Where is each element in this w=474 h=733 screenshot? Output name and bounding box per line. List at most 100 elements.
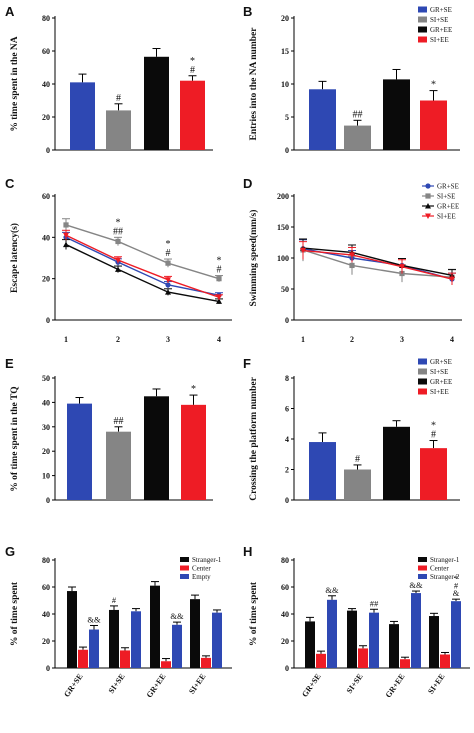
panel-h-y-tick-label: 0 bbox=[285, 664, 289, 673]
panel-h-bar-stranger-1 bbox=[429, 616, 439, 668]
panel-h-y-tick-label: 40 bbox=[281, 610, 289, 619]
panel-c-data-point bbox=[216, 294, 222, 301]
panel-c-data-point bbox=[115, 238, 121, 245]
panel-b-legend-swatch bbox=[418, 36, 427, 43]
panel-b-significance-mark: * bbox=[431, 80, 436, 91]
panel-d-legend-marker bbox=[425, 213, 431, 219]
panel-c-series-line-si-ee bbox=[65, 234, 220, 298]
panel-c-significance-mark: * bbox=[166, 239, 171, 250]
panel-c-data-point bbox=[216, 298, 222, 304]
panel-g-y-tick-label: 60 bbox=[42, 583, 50, 592]
panel-f-significance-mark: # bbox=[431, 430, 436, 441]
panel-f-bar-si-ee bbox=[420, 448, 447, 500]
panel-f-y-tick-label: 0 bbox=[285, 496, 289, 505]
panel-g-x-tick-label: GR+SE bbox=[62, 672, 84, 699]
panel-f-y-tick-label: 2 bbox=[285, 466, 289, 475]
panel-c-data-point bbox=[63, 241, 69, 248]
panel-h-y-axis-label: % of time spent bbox=[249, 581, 259, 646]
panel-b-legend-label: GR+SE bbox=[430, 6, 452, 14]
panel-b-bar-gr-se bbox=[309, 89, 336, 150]
panel-b-bar-gr-ee bbox=[383, 79, 410, 150]
panel-g-y-tick-label: 40 bbox=[42, 610, 50, 619]
panel-b-y-tick-label: 15 bbox=[281, 47, 289, 56]
panel-f-significance-mark: * bbox=[431, 421, 436, 432]
panel-e-y-tick-label: 30 bbox=[42, 423, 50, 432]
panel-e-significance-mark: ## bbox=[114, 416, 124, 427]
panel-c-data-point bbox=[63, 222, 69, 228]
panel-c-x-tick-label: 1 bbox=[64, 335, 68, 344]
panel-d-series-line-gr-se bbox=[302, 248, 453, 280]
panel-h-significance-mark: * bbox=[454, 573, 458, 583]
panel-g-bar-center bbox=[201, 657, 211, 668]
panel-c-data-point bbox=[216, 276, 222, 282]
panel-c-significance-mark: ## bbox=[113, 226, 123, 237]
panel-h-legend-label: Stranger-1 bbox=[430, 556, 460, 564]
panel-g-legend-swatch bbox=[180, 574, 189, 579]
panel-c-data-point bbox=[63, 232, 69, 239]
panel-d-panel-label: D bbox=[243, 176, 252, 191]
panel-e-y-tick-label: 50 bbox=[42, 374, 50, 383]
panel-h-bar-center bbox=[440, 654, 450, 668]
panel-c-panel-label: C bbox=[5, 176, 15, 191]
panel-f-y-tick-label: 8 bbox=[285, 374, 289, 383]
panel-g-panel-label: G bbox=[5, 544, 15, 559]
panel-g-bar-center bbox=[161, 661, 171, 668]
panel-h-y-tick-label: 60 bbox=[281, 583, 289, 592]
panel-e-significance-mark: * bbox=[191, 384, 196, 395]
panel-b-legend-swatch bbox=[418, 6, 427, 13]
panel-c-data-point bbox=[115, 257, 121, 264]
panel-a-bar-gr-ee bbox=[144, 56, 169, 150]
panel-h-x-tick-label: SI+SE bbox=[345, 672, 365, 695]
panel-h-bar-center bbox=[400, 659, 410, 668]
panel-f-y-tick-label: 6 bbox=[285, 405, 289, 414]
panel-g-legend-label: Center bbox=[192, 565, 211, 573]
panel-c-x-tick-label: 4 bbox=[217, 335, 221, 344]
panel-b-legend-label: SI+SE bbox=[430, 16, 448, 24]
panel-b-legend-swatch bbox=[418, 16, 427, 23]
panel-f-legend-swatch bbox=[418, 388, 427, 395]
panel-h-bar-stranger-2 bbox=[451, 601, 461, 668]
panel-d-data-point bbox=[349, 262, 355, 269]
panel-c-y-tick-label: 40 bbox=[42, 233, 50, 242]
panel-f-legend-swatch bbox=[418, 378, 427, 385]
panel-c-y-axis-label: Escape latency(s) bbox=[9, 223, 20, 293]
panel-h-y-tick-label: 80 bbox=[281, 556, 289, 565]
panel-a-y-tick-label: 80 bbox=[42, 14, 50, 23]
panel-d-y-tick-label: 0 bbox=[285, 316, 289, 325]
panel-g-y-tick-label: 0 bbox=[46, 664, 50, 673]
panel-h-significance-mark: & bbox=[453, 588, 460, 598]
panel-h-significance-mark: # bbox=[454, 581, 459, 591]
panel-g-bar-stranger-1 bbox=[190, 599, 200, 668]
panel-e-y-axis-label: % of time spent in the TQ bbox=[10, 386, 20, 491]
panel-b-significance-mark: ## bbox=[353, 109, 363, 120]
panel-c-significance-mark: * bbox=[217, 256, 222, 267]
panel-g-y-axis-label: % of time spent bbox=[10, 581, 20, 646]
panel-f-y-axis-label: Crossing the platform number bbox=[249, 376, 259, 500]
panel-a-bar-gr-se bbox=[70, 82, 95, 150]
panel-a-panel-label: A bbox=[5, 4, 15, 19]
panel-f-bar-si-se bbox=[344, 469, 371, 500]
panel-g-bar-stranger-1 bbox=[109, 609, 119, 668]
panel-h-bar-stranger-1 bbox=[347, 610, 357, 668]
panel-d-legend-marker bbox=[425, 183, 431, 189]
panel-d-x-tick-label: 3 bbox=[400, 335, 404, 344]
panel-g-legend-label: Empty bbox=[192, 573, 211, 581]
panel-g-legend-swatch bbox=[180, 565, 189, 571]
panel-d-y-tick-label: 100 bbox=[277, 254, 289, 263]
panel-f-significance-mark: # bbox=[355, 454, 360, 465]
panel-h-x-tick-label: GR+EE bbox=[384, 672, 407, 699]
panel-h-bar-stranger-2 bbox=[411, 593, 421, 668]
panel-e-y-tick-label: 0 bbox=[46, 496, 50, 505]
panel-e-panel-label: E bbox=[5, 356, 14, 371]
panel-g-bar-center bbox=[78, 649, 88, 668]
panel-g-legend-label: Stranger-1 bbox=[192, 556, 222, 564]
panel-b-panel-label: B bbox=[243, 4, 252, 19]
panel-h-significance-mark: ## bbox=[370, 598, 379, 608]
panel-b-legend-swatch bbox=[418, 26, 427, 33]
panel-e-bar-si-ee bbox=[181, 404, 206, 500]
panel-b-legend-label: GR+EE bbox=[430, 26, 452, 34]
panel-g-bar-empty bbox=[89, 629, 99, 668]
panel-a-y-tick-label: 40 bbox=[42, 80, 50, 89]
panel-f-bar-gr-se bbox=[309, 442, 336, 500]
